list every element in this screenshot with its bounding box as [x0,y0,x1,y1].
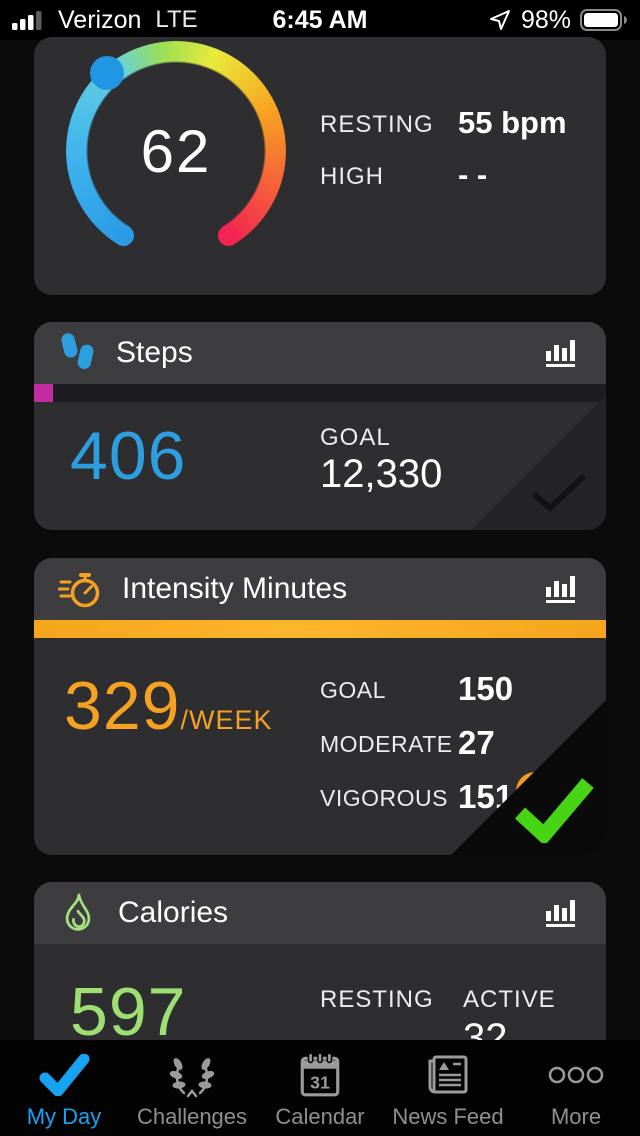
steps-value: 406 [70,418,187,494]
tab-more[interactable]: More [512,1040,640,1136]
calories-card-header: Calories [34,882,606,944]
steps-progress-track [34,384,606,402]
battery-percent: 98% [520,5,571,34]
status-time: 6:45 AM [272,5,368,34]
steps-card-header: Steps [34,322,606,384]
intensity-goal-value: 150 [458,670,514,707]
intensity-progress-fill [34,620,606,638]
heart-rate-current-value: 62 [140,118,212,185]
location-arrow-icon [489,10,510,30]
intensity-vigorous-label: VIGOROUS [320,785,448,811]
tab-news-feed[interactable]: News Feed [384,1040,512,1136]
intensity-card-header: Intensity Minutes [34,558,606,620]
steps-goal-check-icon [532,473,587,513]
steps-goal-label: GOAL [320,424,391,451]
steps-card[interactable]: Steps 406 GOAL 12,330 [34,322,606,530]
intensity-unit: /WEEK [180,705,273,735]
calories-chart-icon[interactable] [544,897,584,929]
carrier-label: Verizon [58,5,142,34]
intensity-goal-label: GOAL [320,677,386,703]
steps-goal-value: 12,330 [320,452,443,496]
high-value: - - [458,157,488,192]
resting-value: 55 bpm [458,105,567,140]
intensity-minutes-card[interactable]: Intensity Minutes 329 /WEEK GOAL 150 [34,558,606,855]
svg-text:31: 31 [310,1073,330,1093]
intensity-goal-row: GOAL 150 [320,670,580,707]
calendar-icon: 31 [300,1052,340,1097]
steps-progress-fill [34,384,53,402]
heart-rate-resting-row: RESTING 55 bpm [320,105,590,157]
steps-title: Steps [116,336,193,369]
tab-my-day[interactable]: My Day [0,1040,128,1136]
intensity-vigorous-row: VIGOROUS 151 [320,778,580,815]
bottom-tab-bar: My Day Challe [0,1040,640,1136]
my-day-check-icon [39,1054,90,1096]
laurel-wreath-icon [169,1058,215,1098]
heart-rate-gauge-marker [90,56,124,90]
cell-signal-icon [12,11,42,30]
intensity-value: 329 [64,668,181,744]
high-label: HIGH [320,163,384,190]
stopwatch-icon [58,573,100,608]
more-dots-icon [548,1066,604,1084]
calories-active-label: ACTIVE [463,986,556,1013]
heart-rate-gauge: 62 [66,41,286,261]
calories-title: Calories [118,896,229,929]
tab-calendar[interactable]: 31 Calendar [256,1040,384,1136]
heart-rate-card[interactable]: 62 RESTING 55 bpm HIGH - - [34,37,606,295]
intensity-moderate-value: 27 [458,724,495,761]
status-bar: Verizon LTE 6:45 AM 98% [0,0,640,40]
intensity-progress-track [34,620,606,638]
calories-resting-label: RESTING [320,986,434,1013]
intensity-moderate-label: MODERATE [320,731,453,757]
footprints-icon [61,333,94,370]
intensity-chart-icon[interactable] [544,573,584,605]
intensity-title: Intensity Minutes [122,572,348,605]
intensity-moderate-row: MODERATE 27 [320,724,580,761]
battery-icon [580,9,627,31]
flame-icon [65,893,91,931]
calories-value: 597 [70,974,187,1050]
steps-chart-icon[interactable] [544,337,584,369]
heart-rate-high-row: HIGH - - [320,157,590,209]
network-label: LTE [155,6,198,33]
goal-achieved-check-icon [514,778,594,843]
tab-challenges[interactable]: Challenges [128,1040,256,1136]
resting-label: RESTING [320,111,434,138]
newspaper-icon [428,1055,468,1094]
